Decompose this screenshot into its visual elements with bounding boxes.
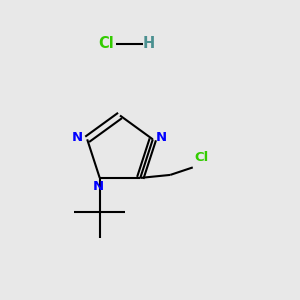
Text: N: N bbox=[72, 131, 83, 144]
Text: N: N bbox=[93, 180, 104, 193]
Text: H: H bbox=[142, 36, 154, 51]
Text: Cl: Cl bbox=[99, 36, 114, 51]
Text: Cl: Cl bbox=[194, 152, 208, 164]
Text: N: N bbox=[156, 131, 167, 144]
